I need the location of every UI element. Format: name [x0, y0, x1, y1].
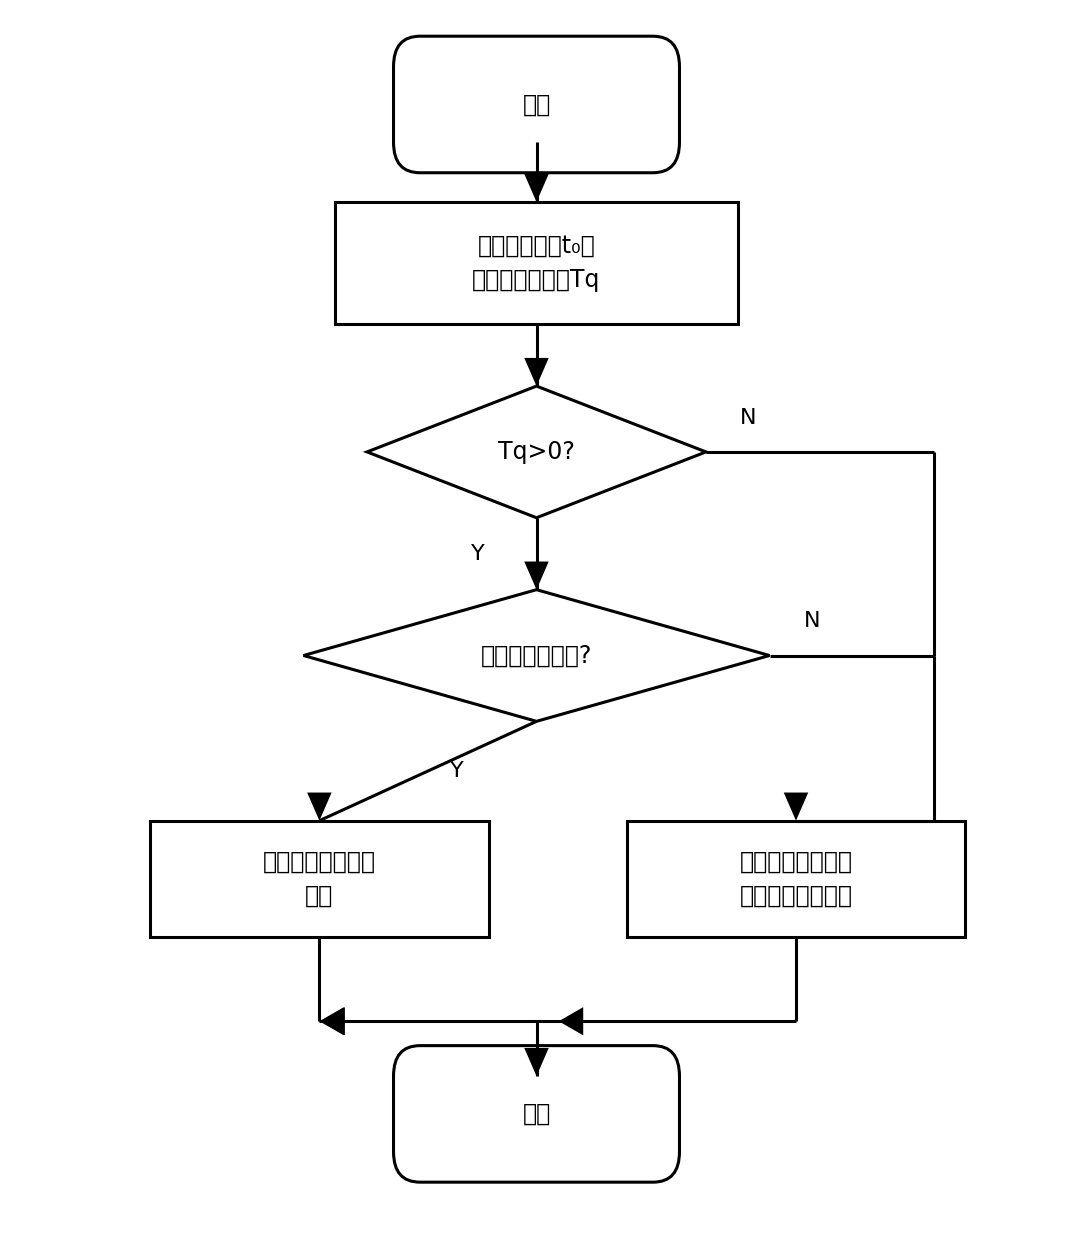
Text: N: N [740, 408, 756, 428]
Polygon shape [783, 793, 808, 821]
Text: N: N [804, 612, 820, 631]
Polygon shape [304, 589, 769, 721]
Polygon shape [307, 793, 332, 821]
Text: 已发出充电请求?: 已发出充电请求? [481, 644, 592, 667]
Polygon shape [525, 561, 548, 589]
FancyBboxPatch shape [394, 1046, 679, 1182]
Text: 结束: 结束 [523, 1102, 550, 1126]
FancyBboxPatch shape [394, 36, 679, 173]
Bar [150, 821, 489, 937]
Polygon shape [367, 386, 706, 518]
Text: Tq>0?: Tq>0? [498, 440, 575, 464]
Text: Y: Y [471, 544, 485, 563]
Polygon shape [525, 1048, 548, 1076]
Bar [335, 202, 738, 324]
Text: 计算各充电站t₀时
刻排队等待时间Tq: 计算各充电站t₀时 刻排队等待时间Tq [472, 234, 601, 292]
Bar [627, 821, 966, 937]
Polygon shape [525, 174, 548, 202]
Polygon shape [320, 1007, 343, 1036]
Text: 继续前往推荐的充
电站: 继续前往推荐的充 电站 [263, 850, 376, 907]
Polygon shape [525, 358, 548, 386]
Polygon shape [321, 1007, 344, 1036]
Text: 根据滚动优化的结
果，推荐最优方案: 根据滚动优化的结 果，推荐最优方案 [739, 850, 852, 907]
Text: Y: Y [451, 761, 464, 780]
Text: 开始: 开始 [523, 92, 550, 116]
Polygon shape [559, 1007, 584, 1036]
